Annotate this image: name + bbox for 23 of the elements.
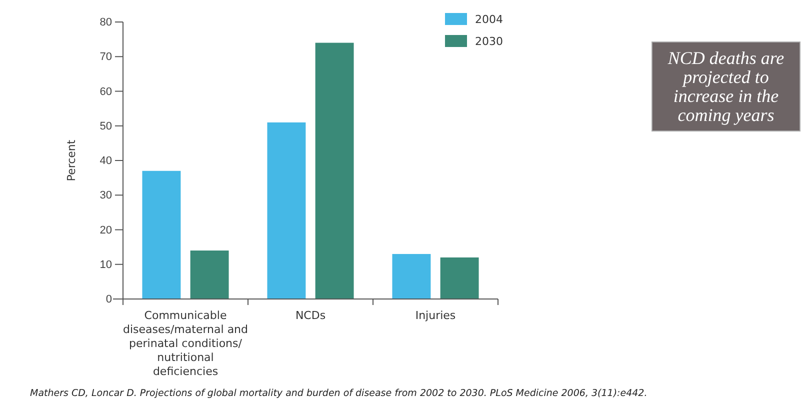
y-tick-label: 60 [100, 86, 112, 98]
y-tick-label: 70 [100, 51, 112, 64]
legend-label: 2030 [475, 35, 503, 48]
text: Mathers CD, Loncar D. Projections of global mortality and burden of disease from 2002 to 2030. PLoS Medicine 2006, 3(11):e442. [30, 388, 648, 399]
y-tick-label: 50 [100, 120, 112, 132]
y-tick-label: 30 [100, 190, 112, 202]
y-tick-label: 40 [100, 155, 112, 168]
legend-label: 2004 [475, 13, 503, 26]
y-tick-label: 10 [100, 258, 112, 271]
bar [190, 250, 229, 299]
x-tick-label: Injuries [415, 309, 456, 322]
x-tick-label: Communicable diseases/maternal and perinatal conditions/ nutritional deficiencies [122, 309, 248, 378]
x-tick-label: NCDs [295, 309, 326, 322]
y-tick-label: 20 [100, 224, 112, 236]
bar [142, 170, 181, 299]
y-tick-label: 0 [106, 294, 112, 306]
y-axis-title: Percent [65, 139, 78, 182]
bar [315, 42, 354, 299]
bar [440, 257, 479, 299]
y-tick-label: 80 [100, 16, 112, 29]
bar [267, 122, 306, 299]
text: NCD deaths are projected to increase in the coming years [666, 48, 784, 125]
bar [392, 254, 431, 299]
